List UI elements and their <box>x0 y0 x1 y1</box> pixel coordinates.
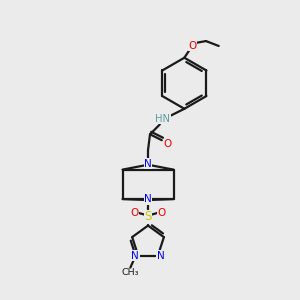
Text: N: N <box>131 251 139 261</box>
Text: N: N <box>144 194 152 204</box>
Text: N: N <box>144 159 152 169</box>
Text: S: S <box>144 210 152 223</box>
Text: CH₃: CH₃ <box>122 268 139 277</box>
Text: O: O <box>158 208 166 218</box>
Text: N: N <box>157 251 165 261</box>
Text: HN: HN <box>155 114 170 124</box>
Text: O: O <box>164 139 172 149</box>
Text: O: O <box>188 41 196 51</box>
Text: O: O <box>130 208 138 218</box>
